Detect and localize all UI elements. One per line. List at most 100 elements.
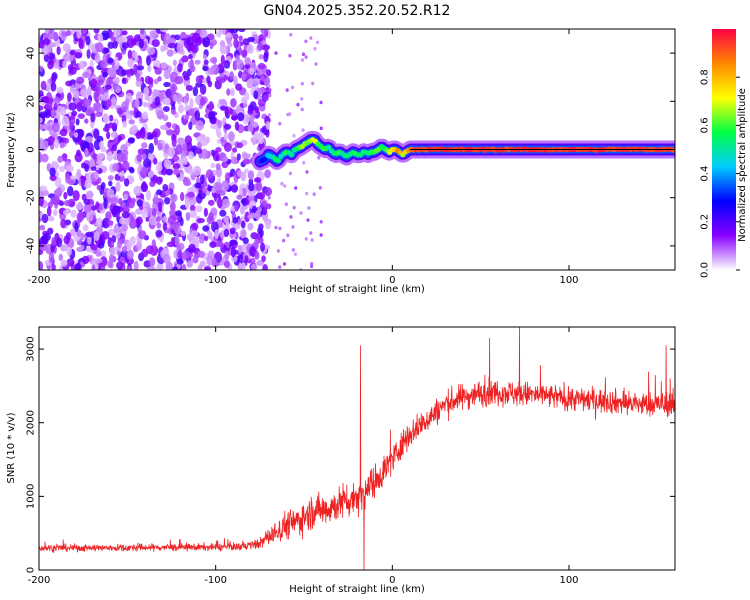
noise-cell <box>182 142 188 152</box>
noise-cell <box>103 197 108 209</box>
noise-cell <box>235 59 244 70</box>
noise-cell <box>249 78 254 89</box>
x-tick-label: -200 <box>28 575 51 586</box>
spectrogram-y-ticks: -40 -20 0 20 40 <box>26 47 675 254</box>
noise-cell <box>121 223 128 232</box>
noise-cell <box>210 123 218 130</box>
noise-cell <box>106 131 111 140</box>
noise-cell <box>112 155 118 161</box>
noise-cell <box>242 153 251 159</box>
noise-cell <box>56 87 64 94</box>
noise-cell <box>288 53 292 58</box>
spectrogram-x-label: Height of straight line (km) <box>289 284 425 295</box>
noise-cell <box>66 29 72 36</box>
noise-cell <box>167 146 176 157</box>
noise-cell <box>100 182 106 190</box>
noise-cell <box>148 142 155 154</box>
noise-cell <box>186 141 193 152</box>
x-tick-label: -100 <box>204 575 227 586</box>
noise-cell <box>110 196 119 205</box>
noise-cell <box>224 123 232 130</box>
noise-cell <box>172 59 177 67</box>
noise-cell <box>288 171 293 176</box>
noise-cell <box>164 197 171 205</box>
noise-cell <box>39 111 48 118</box>
noise-cell <box>251 205 257 214</box>
noise-cell <box>53 102 58 111</box>
noise-cell <box>114 56 119 67</box>
noise-cell <box>77 113 86 119</box>
colorbar-label: Normalized spectral amplitude <box>737 88 748 242</box>
noise-cell <box>50 82 57 92</box>
noise-cell <box>111 96 117 106</box>
noise-cell <box>57 155 64 163</box>
x-tick-label: -200 <box>28 275 51 286</box>
noise-cell <box>40 153 49 163</box>
colorbar-tick-label: 0.6 <box>700 117 711 133</box>
noise-cell <box>162 184 169 192</box>
noise-cell <box>177 63 183 73</box>
noise-cell <box>229 107 234 115</box>
noise-cell <box>310 262 314 266</box>
noise-cell <box>125 69 133 75</box>
noise-cell <box>202 54 208 60</box>
noise-cell <box>42 33 49 39</box>
noise-cell <box>147 65 152 72</box>
noise-cell <box>319 220 323 224</box>
noise-cell <box>210 65 215 75</box>
noise-cell <box>112 40 118 49</box>
noise-cell <box>82 224 89 232</box>
noise-cell <box>232 33 239 40</box>
noise-cell <box>182 250 190 261</box>
noise-cell <box>66 246 72 256</box>
noise-cell <box>51 237 56 247</box>
noise-cell <box>72 90 80 99</box>
noise-cell <box>61 115 70 127</box>
noise-cell <box>162 222 168 231</box>
noise-cell <box>264 187 272 197</box>
noise-cell <box>163 81 171 88</box>
noise-cell <box>260 242 265 252</box>
noise-cell <box>65 80 73 87</box>
noise-cell <box>300 107 304 112</box>
noise-cell <box>209 41 214 50</box>
noise-cell <box>148 170 155 178</box>
signal-cell <box>289 151 295 158</box>
noise-cell <box>223 260 231 269</box>
noise-cell <box>176 259 184 265</box>
noise-cell <box>301 128 305 132</box>
noise-cell <box>115 231 121 239</box>
noise-cell <box>156 189 163 196</box>
noise-cell <box>93 230 100 241</box>
noise-cell <box>93 103 98 111</box>
noise-cell <box>188 54 193 60</box>
noise-cell <box>304 55 308 59</box>
noise-cell <box>112 29 121 37</box>
noise-cell <box>163 159 172 169</box>
noise-cell <box>142 102 149 108</box>
noise-cell <box>241 49 248 59</box>
noise-cell <box>200 138 208 147</box>
noise-cell <box>149 215 156 226</box>
noise-cell <box>274 225 278 230</box>
noise-cell <box>196 217 205 224</box>
noise-cell <box>257 42 264 51</box>
noise-cell <box>243 92 250 101</box>
noise-cell <box>223 132 228 141</box>
noise-cell <box>147 77 154 85</box>
noise-cell <box>133 260 139 270</box>
noise-cell <box>162 98 171 105</box>
noise-cell <box>102 217 110 229</box>
noise-cell <box>166 129 174 136</box>
noise-cell <box>153 157 158 165</box>
noise-cell <box>304 237 308 241</box>
noise-cell <box>117 239 123 249</box>
noise-cell <box>65 176 71 184</box>
noise-cell <box>141 166 148 176</box>
noise-cell <box>206 255 214 266</box>
noise-cell <box>51 73 57 84</box>
noise-cell <box>120 101 129 112</box>
signal-cell <box>262 156 268 162</box>
noise-cell <box>174 75 184 85</box>
y-tick-label: 0 <box>26 146 37 152</box>
